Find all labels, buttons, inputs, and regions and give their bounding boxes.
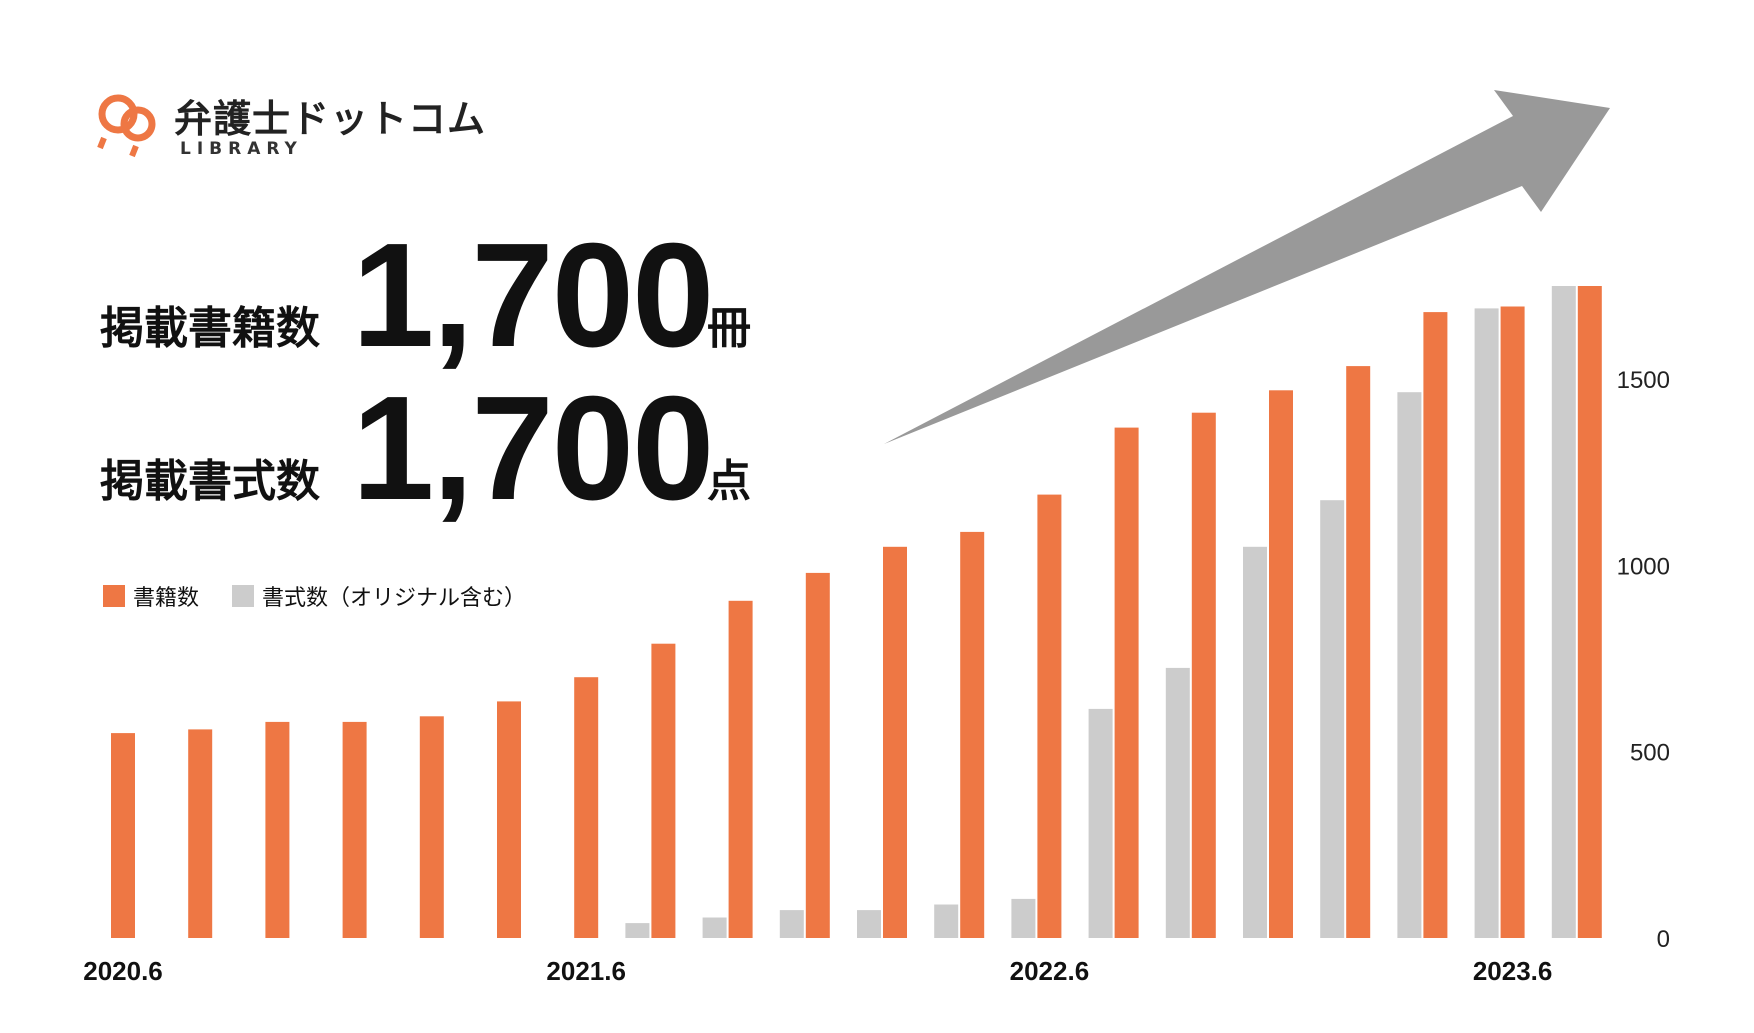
legend-item-forms: 書式数（オリジナル含む） bbox=[232, 580, 526, 612]
logo-rings-icon bbox=[97, 94, 156, 158]
legend-swatch-books bbox=[103, 585, 125, 607]
bar-forms-16 bbox=[1320, 500, 1345, 938]
legend-label-books: 書籍数 bbox=[133, 586, 200, 611]
bar-books-1 bbox=[188, 729, 213, 938]
stat-books-unit: 冊 bbox=[707, 303, 751, 354]
bar-books-3 bbox=[342, 721, 367, 938]
x-tick-label: 2020.6 bbox=[83, 956, 163, 986]
stat-forms-label: 掲載書式数 bbox=[100, 456, 320, 507]
bar-books-16 bbox=[1346, 366, 1371, 939]
logo: 弁護士ドットコム LIBRARY bbox=[94, 88, 494, 168]
bar-books-0 bbox=[111, 733, 135, 938]
trend-arrow-icon bbox=[884, 90, 1610, 444]
bar-books-12 bbox=[1037, 494, 1062, 938]
x-tick-label: 2021.6 bbox=[546, 956, 626, 986]
x-tick-label: 2023.6 bbox=[1473, 956, 1553, 986]
bar-books-4 bbox=[419, 716, 444, 938]
legend: 書籍数 書式数（オリジナル含む） bbox=[103, 580, 552, 613]
logo-sub: LIBRARY bbox=[180, 139, 303, 159]
y-tick-label: 1000 bbox=[1617, 553, 1670, 580]
bar-forms-17 bbox=[1397, 392, 1422, 938]
bar-books-2 bbox=[265, 721, 290, 938]
y-tick-label: 0 bbox=[1657, 926, 1670, 953]
bar-books-11 bbox=[960, 531, 985, 938]
bar-forms-14 bbox=[1165, 667, 1190, 938]
bar-books-13 bbox=[1114, 427, 1139, 938]
bar-forms-9 bbox=[779, 910, 804, 938]
bar-books-6 bbox=[574, 677, 599, 938]
bar-books-8 bbox=[728, 600, 753, 938]
logo-brand: 弁護士ドットコム bbox=[174, 97, 487, 141]
legend-label-forms: 書式数（オリジナル含む） bbox=[262, 586, 527, 611]
y-tick-label: 500 bbox=[1630, 740, 1670, 767]
bar-books-15 bbox=[1269, 390, 1293, 938]
bar-forms-18 bbox=[1474, 308, 1499, 938]
bar-books-10 bbox=[883, 546, 907, 938]
legend-swatch-forms bbox=[232, 585, 255, 607]
y-tick-label: 1500 bbox=[1617, 367, 1670, 394]
bar-books-7 bbox=[651, 643, 676, 938]
bar-forms-12 bbox=[1011, 898, 1036, 938]
bar-forms-10 bbox=[857, 910, 881, 938]
bar-forms-8 bbox=[702, 917, 727, 938]
bar-forms-7 bbox=[625, 923, 650, 938]
bar-books-17 bbox=[1423, 312, 1448, 939]
x-tick-label: 2022.6 bbox=[1010, 956, 1090, 986]
bar-books-19 bbox=[1577, 286, 1602, 938]
bar-forms-19 bbox=[1551, 286, 1576, 938]
bar-books-18 bbox=[1500, 306, 1525, 938]
bar-books-9 bbox=[805, 572, 830, 938]
stat-forms-unit: 点 bbox=[707, 456, 751, 507]
stat-books-label: 掲載書籍数 bbox=[100, 303, 320, 354]
bar-forms-13 bbox=[1088, 708, 1113, 938]
stat-forms-value: 1,700 bbox=[352, 366, 714, 531]
stat-books-value: 1,700 bbox=[352, 213, 714, 378]
bar-forms-11 bbox=[934, 904, 959, 938]
bar-forms-15 bbox=[1243, 546, 1267, 938]
bar-books-5 bbox=[497, 701, 521, 938]
bar-books-14 bbox=[1191, 412, 1216, 938]
legend-item-books: 書籍数 bbox=[103, 580, 199, 612]
